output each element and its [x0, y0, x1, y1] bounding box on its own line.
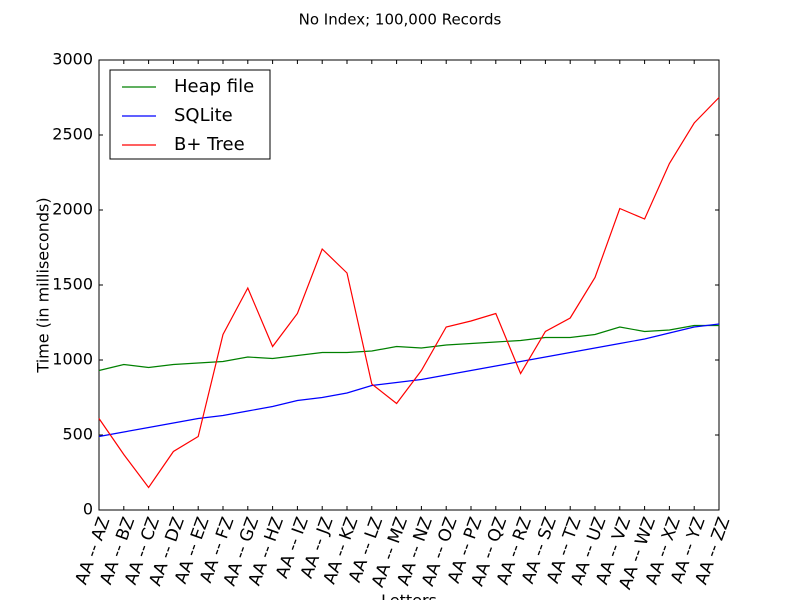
x-axis-label: Letters	[381, 591, 437, 600]
legend-box	[109, 69, 271, 160]
line-series	[98, 97, 720, 489]
y-tick-label: 2500	[52, 125, 93, 144]
y-tick-label: 3000	[52, 50, 93, 69]
y-axis-label: Time (in milliseconds)	[34, 197, 53, 373]
y-tick-label: 2000	[52, 200, 93, 219]
y-tick-label: 1000	[52, 350, 93, 369]
legend-label: Heap file	[174, 76, 254, 97]
line-series	[98, 323, 720, 438]
legend-label: SQLite	[174, 105, 233, 126]
legend-label: B+ Tree	[174, 134, 245, 155]
y-tick-label: 500	[62, 425, 93, 444]
y-tick-label: 0	[83, 500, 93, 519]
y-tick-label: 1500	[52, 275, 93, 294]
legend: Heap file SQLite B+ Tree	[109, 69, 271, 160]
line-series	[98, 324, 719, 372]
chart-title: No Index; 100,000 Records	[299, 11, 502, 29]
